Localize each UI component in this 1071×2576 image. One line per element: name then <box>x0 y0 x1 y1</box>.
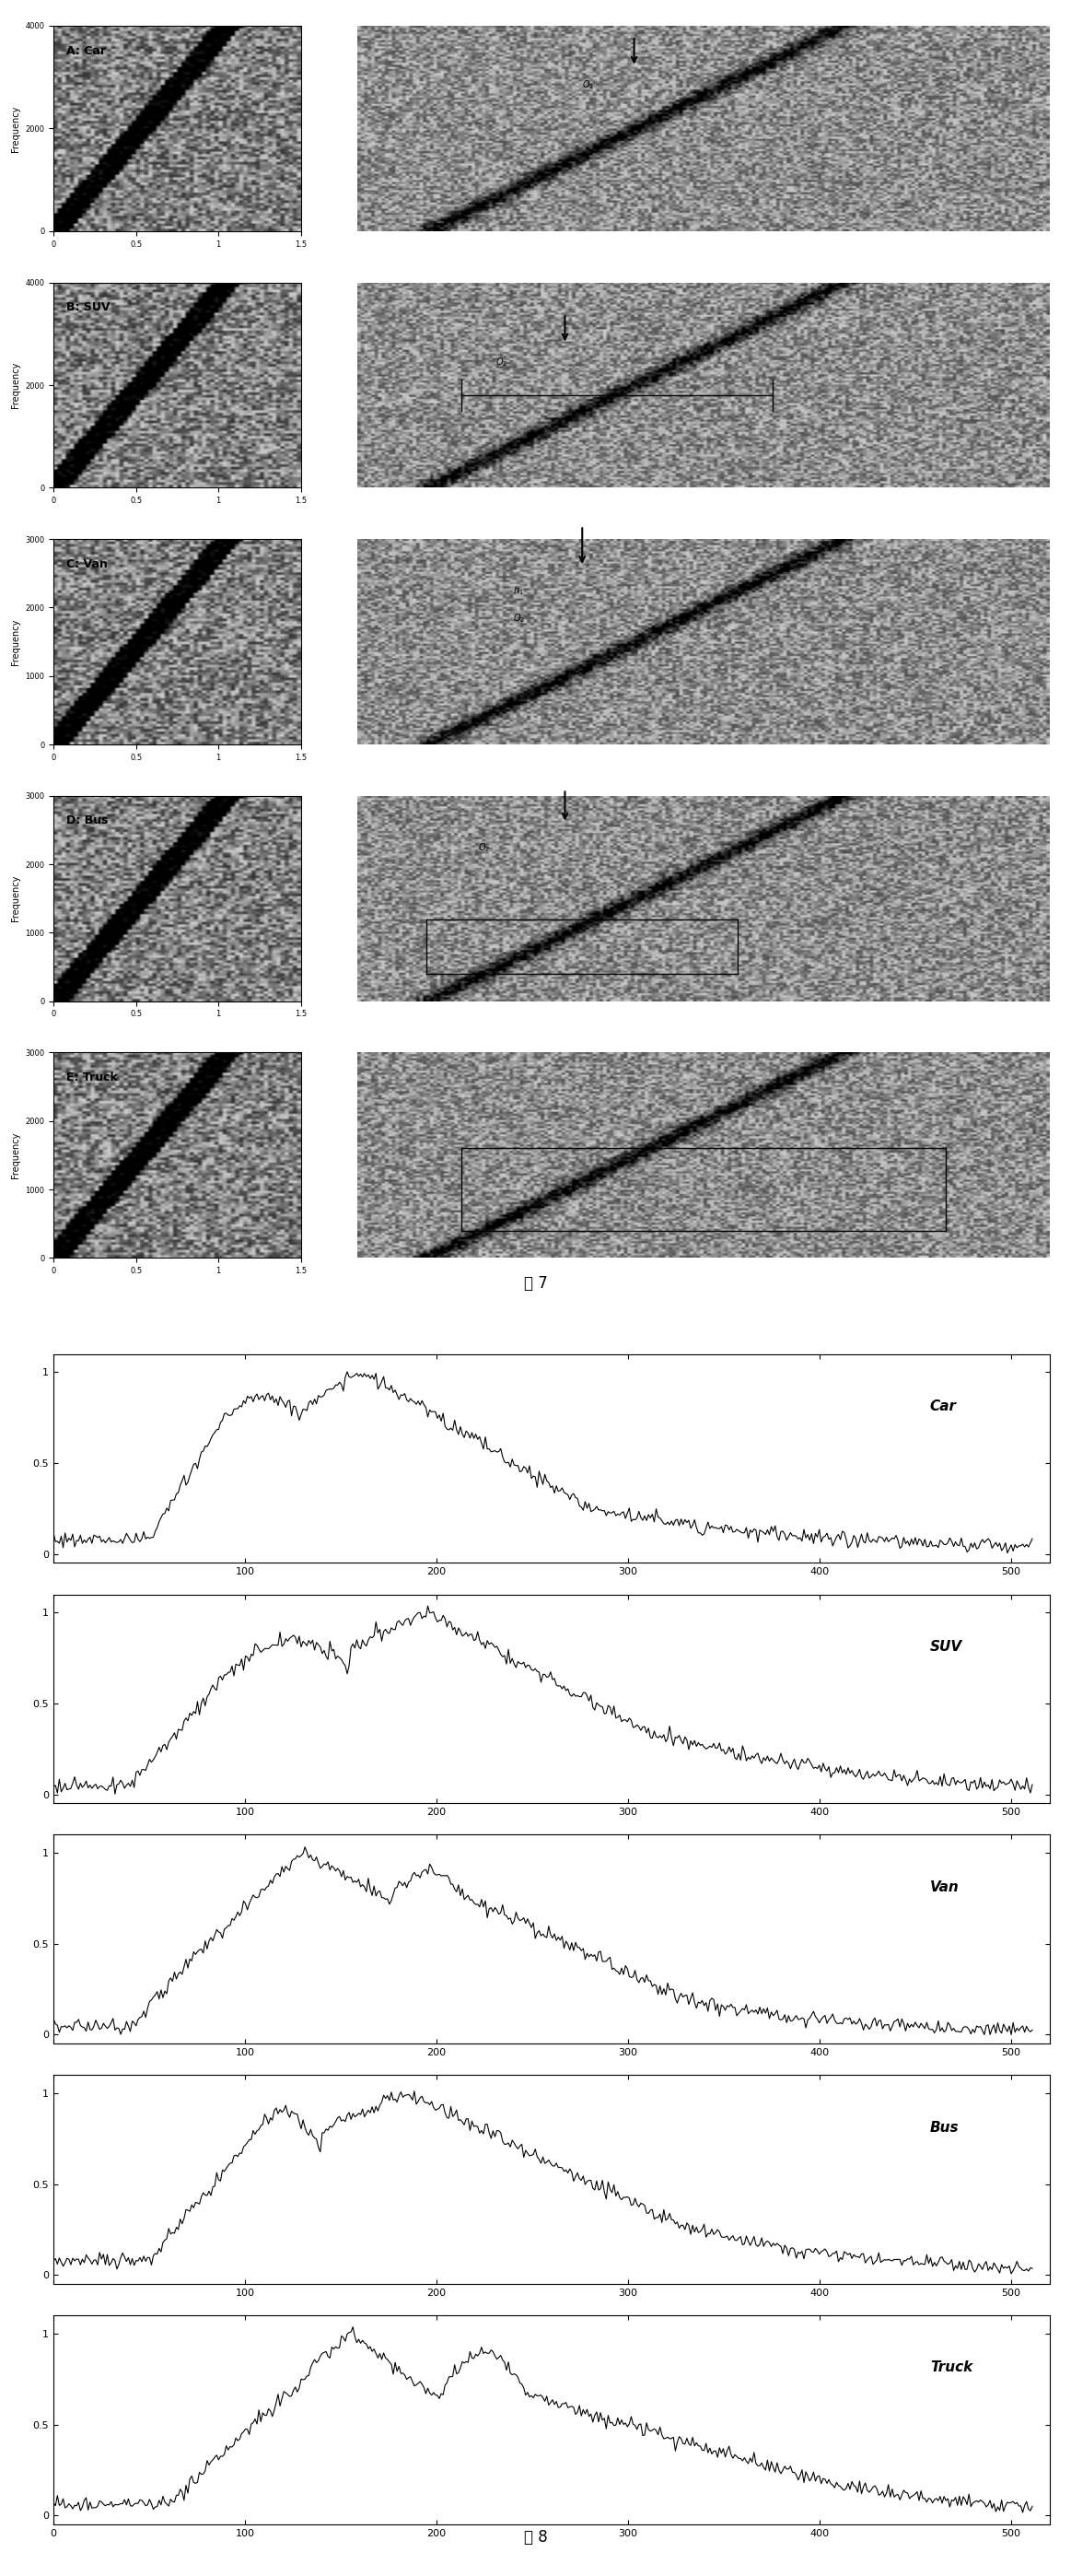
Text: 图 8: 图 8 <box>524 2530 547 2545</box>
Text: B: SUV: B: SUV <box>66 301 109 314</box>
Y-axis label: Frequency: Frequency <box>11 876 20 922</box>
Y-axis label: Frequency: Frequency <box>11 1131 20 1177</box>
Text: $h_1$: $h_1$ <box>513 585 524 598</box>
Text: Bus: Bus <box>930 2120 960 2136</box>
Y-axis label: Frequency: Frequency <box>11 618 20 665</box>
Text: E: Truck: E: Truck <box>66 1072 117 1084</box>
Text: 图 7: 图 7 <box>524 1275 547 1293</box>
Text: $O_2$: $O_2$ <box>479 842 491 855</box>
Text: Truck: Truck <box>930 2360 972 2375</box>
Text: C: Van: C: Van <box>66 559 107 569</box>
Text: D: Bus: D: Bus <box>66 814 108 827</box>
Text: Car: Car <box>930 1399 956 1414</box>
Text: SUV: SUV <box>930 1641 963 1654</box>
Text: $O_2$: $O_2$ <box>513 613 525 626</box>
Text: $O_1$: $O_1$ <box>583 77 594 90</box>
Y-axis label: Frequency: Frequency <box>11 361 20 410</box>
Text: Van: Van <box>930 1880 960 1893</box>
Text: A: Car: A: Car <box>66 44 106 57</box>
Text: $O_2$: $O_2$ <box>496 355 508 368</box>
Y-axis label: Frequency: Frequency <box>11 106 20 152</box>
